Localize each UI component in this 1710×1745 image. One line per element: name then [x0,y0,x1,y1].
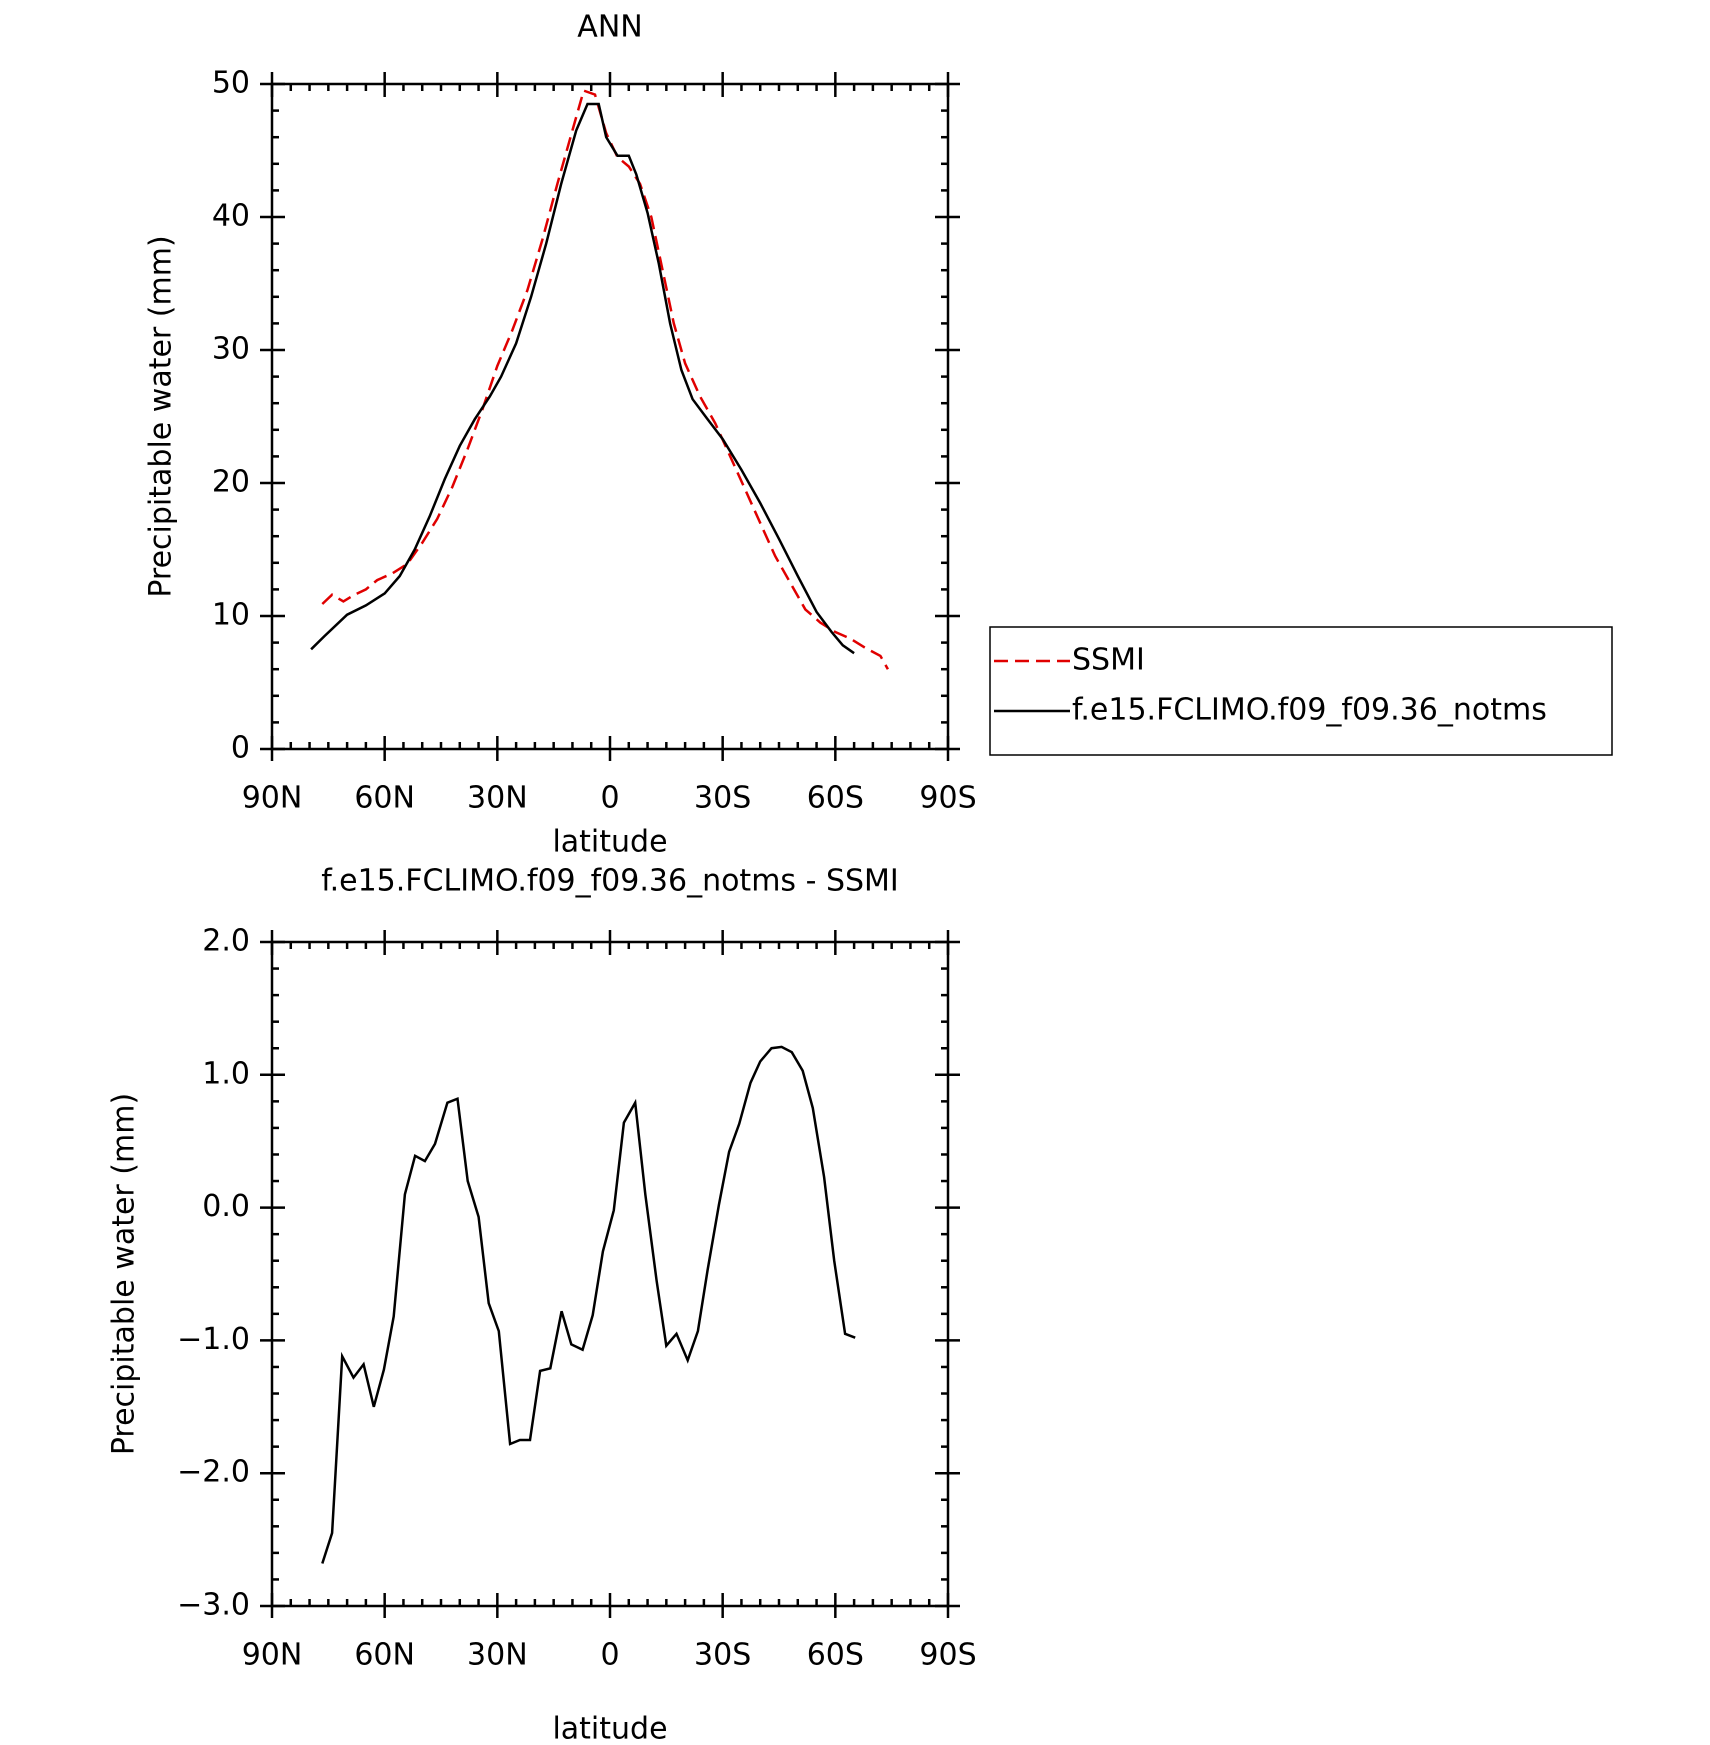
x-tick-label: 30N [467,781,528,816]
legend-label: SSMI [1072,643,1145,678]
y-axis-label: Precipitable water (mm) [107,1093,142,1455]
x-tick-label: 60S [807,781,864,816]
x-tick-label: 90N [242,1638,303,1673]
x-tick-label: 90N [242,781,303,816]
y-tick-label: 1.0 [202,1056,250,1091]
y-tick-label: −3.0 [177,1588,250,1623]
x-axis-label: latitude [552,1712,667,1745]
data-line [321,1045,856,1564]
y-axis-label: Precipitable water (mm) [144,235,179,597]
x-tick-label: 30N [467,1638,528,1673]
chart-title: ANN [577,10,642,45]
y-tick-label: 50 [212,66,250,101]
y-tick-label: 20 [212,465,250,500]
x-tick-label: 60S [807,1638,864,1673]
y-tick-label: −1.0 [177,1322,250,1357]
x-tick-label: 30S [694,1638,751,1673]
plot-frame [270,940,950,1608]
y-tick-label: 0 [231,731,250,766]
y-tick-label: 10 [212,598,250,633]
y-tick-label: 0.0 [202,1189,250,1224]
y-tick-label: 40 [212,199,250,234]
chart-title: f.e15.FCLIMO.f09_f09.36_notms - SSMI [321,864,899,899]
x-tick-label: 60N [354,781,415,816]
y-tick-label: 2.0 [202,924,250,959]
y-tick-label: 30 [212,332,250,367]
x-tick-label: 30S [694,781,751,816]
x-tick-label: 90S [919,781,976,816]
data-line [310,102,855,655]
x-tick-label: 90S [919,1638,976,1673]
x-tick-label: 0 [600,1638,619,1673]
data-line [321,88,889,670]
legend-box [989,626,1613,756]
legend-label: f.e15.FCLIMO.f09_f09.36_notms [1072,693,1547,728]
x-tick-label: 0 [600,781,619,816]
x-tick-label: 60N [354,1638,415,1673]
y-tick-label: −2.0 [177,1455,250,1490]
x-axis-label: latitude [552,825,667,860]
